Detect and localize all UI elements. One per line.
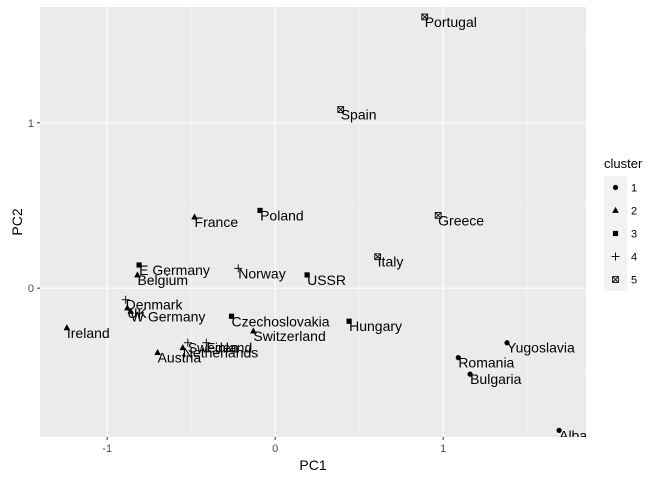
data-point — [421, 13, 429, 21]
grid-major — [40, 7, 586, 437]
point-label: Greece — [438, 212, 484, 228]
point-label: Bulgaria — [470, 371, 522, 387]
data-point — [134, 271, 141, 278]
data-point — [434, 212, 442, 219]
x-tick-label: -1 — [102, 443, 112, 455]
point-label: Albania — [559, 427, 606, 443]
point-label: Denmark — [126, 297, 184, 313]
data-point — [504, 340, 510, 346]
point-label: E Germany — [139, 262, 210, 278]
legend-key-label: 3 — [631, 229, 637, 241]
point-label: Poland — [260, 207, 304, 223]
data-point — [124, 304, 131, 311]
point-label: Romania — [458, 355, 514, 371]
point-label: Italy — [378, 254, 404, 270]
legend-key-marker — [612, 206, 619, 213]
plot-panel — [40, 7, 586, 437]
data-point — [63, 324, 71, 331]
point-label: Belgium — [137, 272, 188, 288]
data-point — [467, 371, 473, 377]
data-point — [179, 344, 187, 351]
point-label: UK — [127, 305, 147, 321]
point-label: Sweden — [188, 340, 239, 356]
legend-key-label: 1 — [631, 183, 637, 195]
point-label: Yugoslavia — [507, 340, 575, 356]
point-label: W Germany — [131, 308, 206, 324]
data-point — [304, 272, 310, 278]
data-point — [228, 313, 235, 319]
data-point — [455, 355, 461, 361]
point-labels: Portugal Spain Greece Italy Poland E Germany U… — [67, 14, 606, 443]
data-point — [257, 207, 263, 214]
x-tick-label: 1 — [440, 443, 446, 455]
point-label: Czechoslovakia — [232, 313, 330, 329]
legend-key-marker — [612, 230, 619, 237]
y-axis-title: PC2 — [9, 208, 25, 235]
point-label: USSR — [307, 272, 346, 288]
point-label: Portugal — [425, 14, 477, 30]
data-point — [154, 349, 161, 356]
legend-title: cluster — [604, 156, 643, 171]
legend-keys: 1 2 3 4 5 — [604, 176, 637, 291]
data-point — [346, 318, 352, 324]
data-point — [127, 307, 135, 314]
legend-key-label: 5 — [631, 275, 637, 287]
data-point — [337, 106, 345, 113]
data-point — [234, 264, 243, 273]
point-label: Ireland — [67, 325, 110, 341]
legend-key-marker — [612, 276, 619, 283]
data-point — [556, 427, 562, 433]
data-point — [183, 338, 192, 347]
data-point — [250, 327, 257, 334]
data-point — [374, 253, 382, 261]
point-label: France — [195, 214, 239, 230]
y-axis: 01 — [28, 118, 40, 295]
legend-key-label: 2 — [631, 206, 637, 218]
legend-key-marker — [611, 252, 620, 261]
point-label: Norway — [238, 265, 285, 281]
data-point — [191, 213, 198, 220]
legend-key-label: 4 — [631, 252, 637, 264]
point-label: Spain — [341, 107, 377, 123]
data-point — [136, 262, 142, 268]
y-tick-label: 1 — [28, 118, 34, 130]
data-point — [202, 338, 211, 347]
legend-key-marker — [612, 184, 619, 191]
data-points — [63, 13, 562, 433]
legend: cluster 1 2 3 4 5 — [604, 156, 643, 291]
point-label: Netherlands — [183, 345, 258, 361]
point-label: Switzerland — [253, 328, 325, 344]
point-label: Austria — [158, 350, 202, 366]
grid-minor — [40, 7, 586, 437]
y-tick-label: 0 — [28, 283, 34, 295]
x-axis: -1 0 1 — [102, 437, 446, 455]
point-label: Hungary — [349, 318, 402, 334]
x-axis-title: PC1 — [299, 457, 326, 473]
data-point — [121, 295, 130, 304]
x-tick-label: 0 — [272, 443, 278, 455]
point-label: Finland — [206, 340, 252, 356]
